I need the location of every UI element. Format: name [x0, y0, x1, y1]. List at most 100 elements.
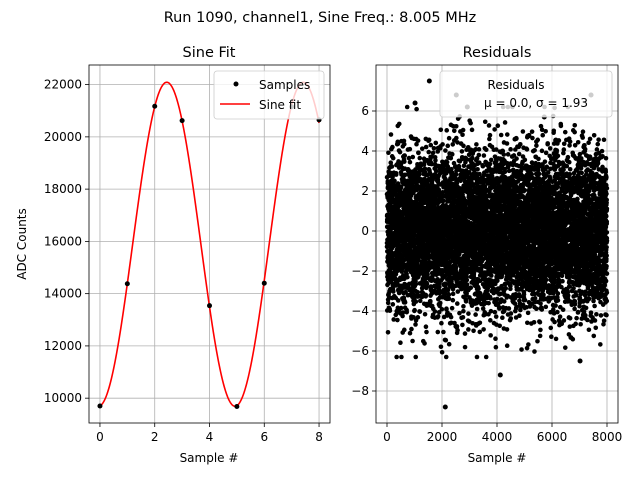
residual-point: [475, 166, 480, 172]
residual-point: [488, 296, 493, 301]
residual-point: [454, 135, 459, 141]
residual-point: [395, 141, 401, 147]
residual-point: [439, 306, 445, 312]
residuals-xtick-label: 6000: [537, 430, 568, 444]
residual-point: [406, 155, 412, 161]
residual-point: [504, 141, 510, 146]
residual-point: [501, 152, 507, 157]
residual-point: [417, 298, 423, 304]
sine-fit-grid: [89, 65, 330, 423]
residual-point: [461, 143, 466, 149]
residual-point: [480, 163, 486, 169]
sample-point: [124, 281, 130, 287]
residual-point: [435, 149, 441, 154]
legend-sine-fit-label: Sine fit: [259, 98, 301, 112]
residual-point: [399, 354, 404, 360]
residual-point: [508, 316, 514, 321]
legend-samples-marker: [233, 81, 239, 87]
residual-point: [417, 169, 422, 175]
residual-point: [417, 155, 423, 161]
sample-point: [234, 404, 240, 410]
sine-fit-ytick-label: 10000: [44, 391, 82, 405]
residual-point: [397, 149, 403, 155]
residual-point: [410, 338, 415, 344]
residual-point: [451, 128, 457, 134]
residual-point: [464, 277, 470, 283]
residual-point: [505, 152, 511, 157]
residual-point: [443, 148, 448, 153]
residual-point: [471, 328, 476, 334]
residual-point: [426, 149, 432, 155]
residual-point: [517, 141, 523, 147]
residual-point: [476, 286, 481, 292]
residual-point: [407, 330, 413, 336]
residual-point: [393, 171, 399, 176]
residual-point: [433, 158, 438, 163]
residual-point: [493, 314, 499, 319]
residual-point: [461, 308, 466, 314]
residual-point: [385, 300, 391, 306]
residual-point: [463, 299, 469, 304]
residual-point: [433, 140, 439, 146]
residual-point: [413, 281, 419, 287]
residual-point: [468, 285, 474, 291]
residual-point: [444, 128, 450, 133]
residual-point: [388, 132, 394, 137]
residual-point: [483, 147, 489, 153]
residual-point: [387, 308, 393, 313]
residual-point: [469, 127, 475, 133]
residual-point: [438, 127, 444, 133]
residual-point: [445, 143, 451, 149]
sample-point: [97, 403, 103, 409]
residual-point: [405, 274, 410, 280]
residual-point: [460, 127, 466, 133]
residual-point: [461, 304, 466, 309]
residual-point: [466, 311, 471, 316]
residual-point: [390, 144, 395, 150]
residual-point: [460, 132, 465, 138]
residual-point: [508, 147, 513, 152]
sine-fit-ytick-label: 12000: [44, 339, 82, 353]
residuals-ytick-label: −4: [351, 304, 369, 318]
sample-point: [207, 303, 212, 309]
residual-point: [450, 142, 456, 147]
residual-point: [497, 323, 502, 329]
residual-point: [410, 154, 416, 160]
residual-point: [415, 289, 421, 295]
residual-point: [444, 159, 450, 165]
residual-point: [435, 314, 441, 319]
residual-point: [503, 286, 509, 291]
residual-point: [462, 344, 468, 350]
residual-point: [423, 144, 429, 150]
residual-point: [450, 297, 456, 303]
residuals-title: Residuals: [463, 45, 532, 61]
residual-point: [441, 198, 446, 203]
residual-point: [441, 329, 446, 335]
residuals-ytick-label: 2: [361, 184, 369, 198]
residual-point: [492, 309, 498, 315]
residual-point: [435, 329, 441, 335]
sample-point: [152, 103, 158, 109]
sample-point: [179, 118, 185, 124]
residual-point: [502, 169, 508, 175]
residual-point: [470, 155, 475, 161]
residual-point: [460, 322, 465, 328]
sine-fit-plot: [97, 81, 322, 410]
residual-point: [391, 317, 397, 322]
residual-point: [395, 298, 401, 303]
residual-point: [446, 341, 452, 347]
residual-point: [415, 138, 421, 143]
sine-fit-ytick-label: 22000: [44, 78, 82, 92]
residual-point: [493, 336, 498, 342]
residual-point: [390, 302, 396, 307]
residual-point: [424, 281, 430, 287]
residual-point: [407, 159, 413, 165]
residual-point: [400, 313, 405, 319]
residual-point: [402, 300, 408, 305]
residuals-panel: Residuals 0 2000 4000 6000 8000−8−6−4−20246 …: [351, 45, 622, 465]
residual-point: [474, 142, 479, 147]
residual-point: [391, 289, 396, 294]
sine-fit-legend-box: [213, 70, 325, 120]
